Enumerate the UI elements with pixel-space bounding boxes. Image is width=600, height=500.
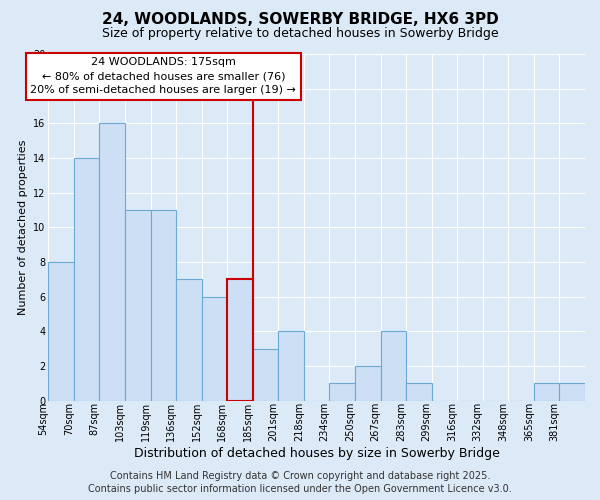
Bar: [151, 210, 176, 400]
Bar: [74, 158, 100, 400]
X-axis label: Distribution of detached houses by size in Sowerby Bridge: Distribution of detached houses by size …: [134, 447, 500, 460]
Y-axis label: Number of detached properties: Number of detached properties: [17, 140, 28, 315]
Text: 24 WOODLANDS: 175sqm
← 80% of detached houses are smaller (76)
20% of semi-detac: 24 WOODLANDS: 175sqm ← 80% of detached h…: [31, 58, 296, 96]
Bar: [329, 384, 355, 400]
Bar: [227, 280, 253, 400]
Bar: [406, 384, 431, 400]
Bar: [534, 384, 559, 400]
Bar: [125, 210, 151, 400]
Bar: [202, 296, 227, 401]
Bar: [559, 384, 585, 400]
Bar: [253, 348, 278, 401]
Bar: [380, 332, 406, 400]
Bar: [355, 366, 380, 400]
Text: 24, WOODLANDS, SOWERBY BRIDGE, HX6 3PD: 24, WOODLANDS, SOWERBY BRIDGE, HX6 3PD: [101, 12, 499, 28]
Bar: [176, 280, 202, 400]
Bar: [278, 332, 304, 400]
Text: Contains HM Land Registry data © Crown copyright and database right 2025.
Contai: Contains HM Land Registry data © Crown c…: [88, 471, 512, 494]
Bar: [100, 124, 125, 400]
Text: Size of property relative to detached houses in Sowerby Bridge: Size of property relative to detached ho…: [101, 28, 499, 40]
Bar: [48, 262, 74, 400]
